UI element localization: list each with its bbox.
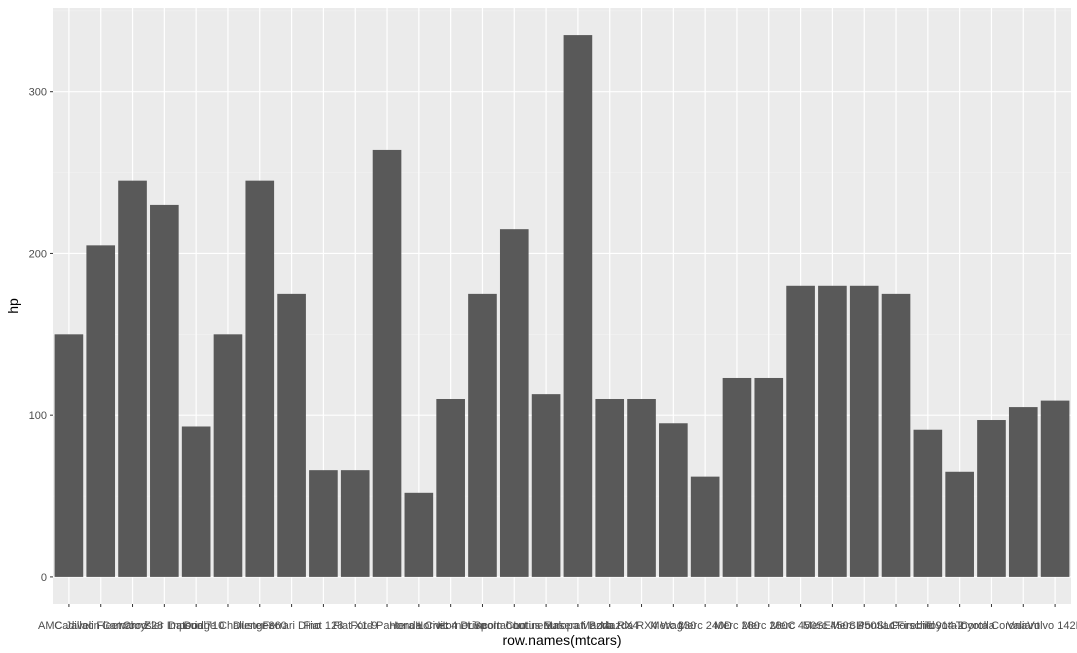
bar — [595, 398, 625, 577]
bar — [181, 426, 211, 577]
bar — [690, 476, 720, 577]
y-tick-label: 0 — [41, 572, 47, 584]
bar — [945, 471, 974, 577]
x-tick-label: Mazda RX4 — [581, 620, 638, 632]
x-tick-label: Chrysler Imperial — [123, 620, 206, 632]
bar — [977, 420, 1006, 577]
bar — [881, 293, 911, 577]
x-tick-label: Datsun 710 — [168, 620, 224, 632]
bar — [468, 293, 497, 577]
bar — [54, 334, 84, 577]
bar — [849, 285, 879, 577]
x-tick-label: Merc 280C — [742, 620, 796, 632]
x-tick-label: Duster 360 — [233, 620, 287, 632]
x-tick-label: Ford Pantera L — [350, 620, 423, 632]
x-tick-label: Pontiac Firebird — [858, 620, 935, 632]
bar — [277, 293, 306, 577]
bar — [499, 229, 529, 577]
x-tick-label: Cadillac Fleetwood — [54, 620, 147, 632]
bars — [54, 35, 1070, 577]
x-tick-label: Fiat X1-9 — [333, 620, 378, 632]
x-tick-label: Toyota Corolla — [924, 620, 995, 632]
x-tick-label: Merc 450SLC — [831, 620, 898, 632]
x-tick-label: Merc 450SE — [770, 620, 831, 632]
y-tick-label: 300 — [29, 87, 47, 99]
x-tick-label: Honda Civic — [389, 620, 449, 632]
bar — [404, 492, 434, 577]
bar — [118, 180, 147, 577]
x-tick-label: Ferrari Dino — [263, 620, 321, 632]
x-tick-label: Merc 280 — [714, 620, 760, 632]
bar — [150, 204, 179, 577]
bar — [245, 180, 275, 577]
x-tick-label: Toyota Corona — [956, 620, 1028, 632]
bar — [786, 285, 815, 577]
y-axis-title: hp — [5, 298, 21, 314]
x-tick-label: Camaro Z28 — [102, 620, 163, 632]
bar — [659, 423, 688, 577]
bar — [372, 149, 402, 577]
bar — [436, 398, 465, 577]
x-tick-label: Hornet 4 Drive — [415, 620, 486, 632]
x-tick-label: Merc 450SL — [803, 620, 862, 632]
bar — [531, 394, 561, 577]
bar — [309, 470, 338, 577]
y-tick-label: 200 — [29, 248, 47, 260]
bar — [1008, 407, 1038, 577]
bar — [754, 377, 784, 577]
bar — [86, 245, 116, 577]
x-tick-label: Mazda RX4 Wag — [600, 620, 683, 632]
x-tick-label: Porsche 914-2 — [892, 620, 964, 632]
x-tick-label: Lincoln Continental — [467, 620, 561, 632]
x-tick-label: Merc 230 — [650, 620, 696, 632]
x-tick-label: Valiant — [1007, 620, 1040, 632]
x-tick-label: Lotus Europa — [513, 620, 579, 632]
x-tick-label: Maserati Bora — [544, 620, 613, 632]
bar — [1040, 400, 1070, 577]
bar — [563, 35, 593, 577]
bar — [818, 285, 847, 577]
x-tick-label: Volvo 142E — [1027, 620, 1077, 632]
x-axis-title: row.names(mtcars) — [502, 632, 621, 648]
y-axis: 0 100 200 300 — [29, 87, 53, 584]
x-tick-label: Hornet Sportabout — [438, 620, 528, 632]
x-tick-label: Dodge Challenger — [184, 620, 273, 632]
bar — [627, 398, 656, 577]
x-tick-label: Merc 240D — [678, 620, 732, 632]
y-tick-label: 100 — [29, 410, 47, 422]
bar — [213, 334, 243, 577]
bar — [913, 429, 943, 577]
bar — [722, 377, 752, 577]
x-tick-label: AMC Javelin — [38, 620, 100, 632]
bar — [340, 470, 370, 577]
x-tick-label: Fiat 128 — [304, 620, 344, 632]
